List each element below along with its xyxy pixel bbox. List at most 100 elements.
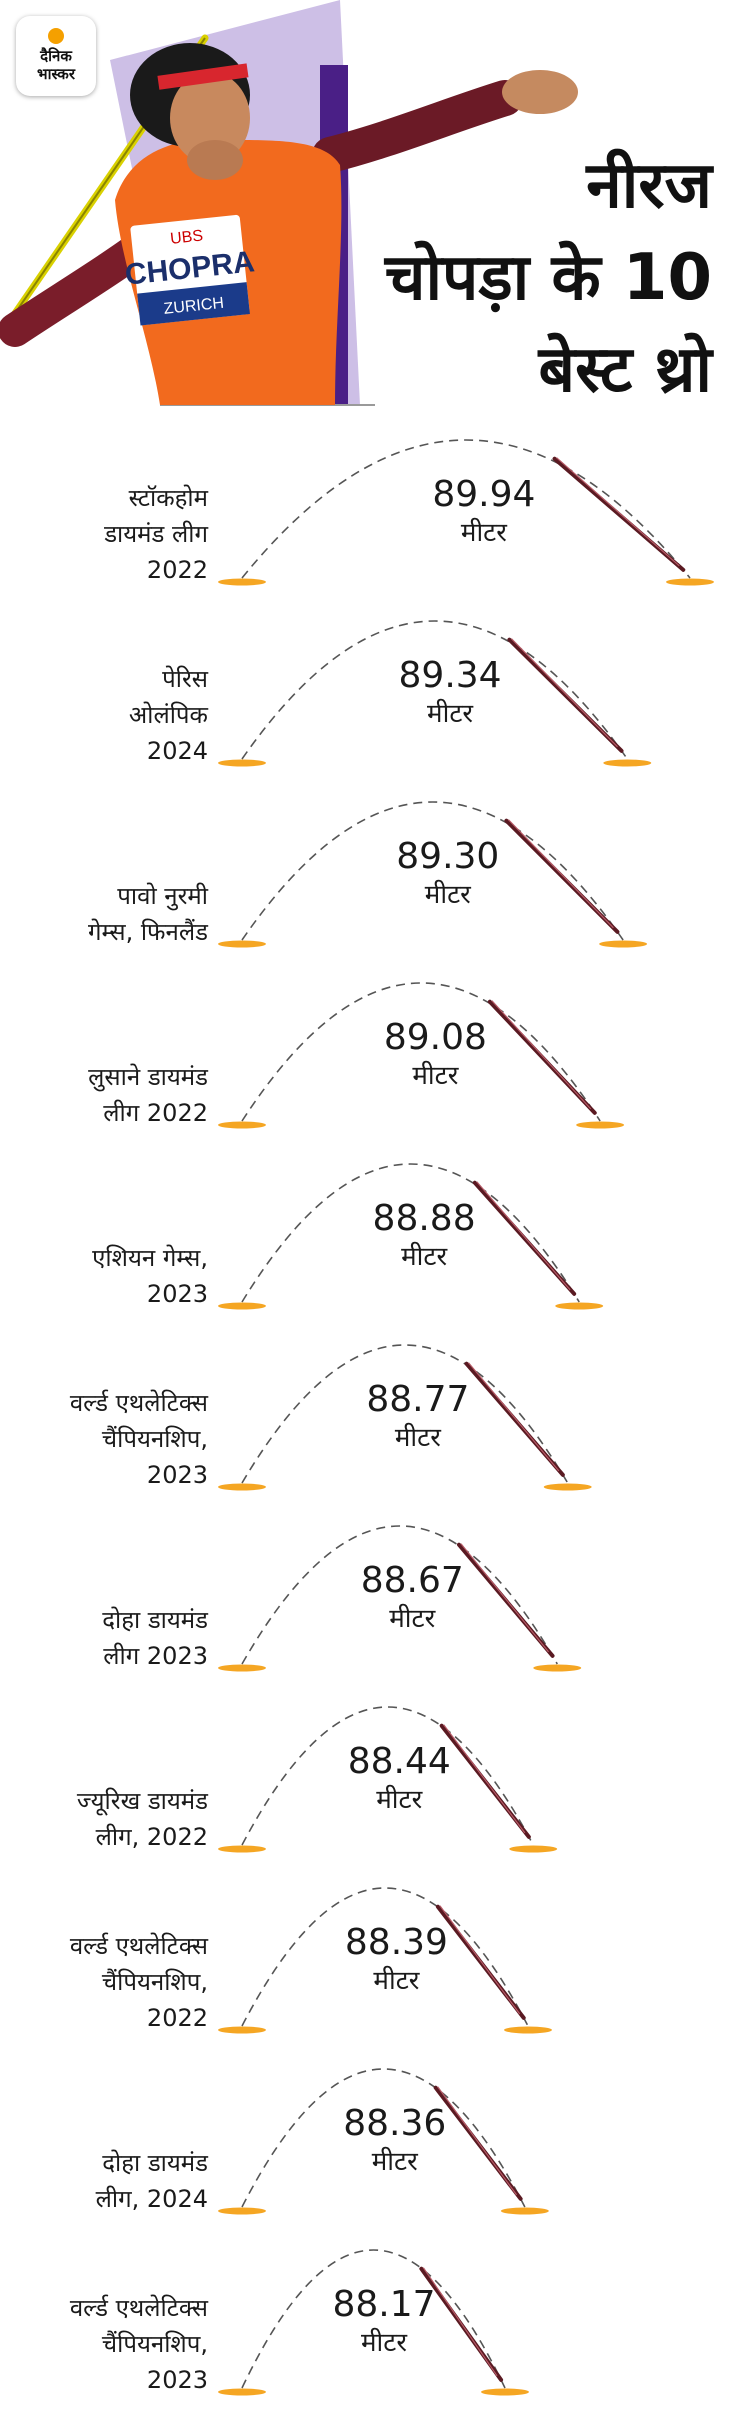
event-label: दोहा डायमंड लीग, 2024 <box>0 2145 208 2217</box>
throw-trajectory <box>241 1163 580 1303</box>
javelin-highlight <box>556 457 680 567</box>
event-label-line: 2023 <box>146 1461 208 1489</box>
logo-line-2: भास्कर <box>37 65 75 83</box>
title-line-1: नीरज <box>586 149 712 223</box>
event-label-line: चैंपियनशिप, <box>101 1425 208 1453</box>
distance-unit: मीटर <box>412 1061 459 1091</box>
landing-marker <box>599 940 648 948</box>
javelin-highlight <box>422 2267 498 2377</box>
javelin-highlight <box>443 1724 526 1834</box>
hero-illustration: UBS CHOPRA ZURICH <box>0 0 578 406</box>
event-label-line: स्टॉकहोम <box>128 484 208 512</box>
event-label-line: ओलंपिक <box>128 701 208 729</box>
distance-unit: मीटर <box>389 1604 436 1634</box>
event-label: ज्यूरिख डायमंड लीग, 2022 <box>0 1783 208 1855</box>
throw-trajectory <box>241 620 628 760</box>
distance-value: 88.77 <box>366 1379 470 1420</box>
title-line-3: बेस्ट थ्रो <box>538 333 712 407</box>
distance-value: 88.44 <box>347 1741 451 1782</box>
event-label-line: लीग 2022 <box>103 1099 208 1127</box>
title-line-2: चोपड़ा के 10 <box>384 241 712 315</box>
distance-value: 88.17 <box>332 2284 436 2325</box>
distance-unit: मीटर <box>460 518 507 548</box>
event-label: वर्ल्ड एथलेटिक्स चैंपियनशिप, 2023 <box>0 1385 208 1493</box>
event-label-line: गेम्स, फिनलैंड <box>88 918 208 946</box>
event-label-line: 2023 <box>146 1280 208 1308</box>
distance-value: 89.94 <box>432 474 536 515</box>
logo-line-1: दैनिक <box>40 47 72 65</box>
throw-trajectory <box>241 1887 529 2027</box>
event-label-line: चैंपियनशिप, <box>101 2330 208 2358</box>
hero-bib: UBS CHOPRA ZURICH <box>123 214 256 326</box>
event-label: वर्ल्ड एथलेटिक्स चैंपियनशिप, 2022 <box>0 1928 208 2036</box>
hero-headband <box>157 63 249 90</box>
throw-distance: 89.30 मीटर <box>363 836 533 912</box>
javelin-mark <box>552 456 686 572</box>
event-label-line: 2022 <box>146 2004 208 2032</box>
hero-right-arm <box>312 80 523 173</box>
event-label-line: डायमंड लीग <box>104 520 208 548</box>
event-label-line: चैंपियनशिप, <box>101 1968 208 1996</box>
javelin-highlight <box>437 2086 518 2196</box>
event-label-line: लीग 2023 <box>103 1642 208 1670</box>
throw-distance: 88.77 मीटर <box>333 1379 503 1455</box>
distance-unit: मीटर <box>361 2328 408 2358</box>
throw-distance: 88.17 मीटर <box>299 2284 469 2360</box>
logo-sun-icon <box>48 28 64 44</box>
javelin-highlight <box>439 1905 521 2015</box>
event-label-line: लुसाने डायमंड <box>88 1063 208 1091</box>
throw-trajectory <box>241 1344 569 1484</box>
throw-distance: 88.36 मीटर <box>310 2103 480 2179</box>
distance-value: 89.34 <box>398 655 502 696</box>
hero-neck <box>187 140 243 180</box>
start-marker <box>218 2026 266 2034</box>
page-title: नीरज चोपड़ा के 10 बेस्ट थ्रो <box>292 140 712 416</box>
landing-marker <box>603 759 652 767</box>
distance-unit: मीटर <box>376 1785 423 1815</box>
distance-value: 89.30 <box>396 836 500 877</box>
landing-marker <box>509 1845 558 1853</box>
distance-unit: मीटर <box>371 2147 418 2177</box>
dainik-bhaskar-logo[interactable]: दैनिक भास्कर <box>16 16 96 96</box>
distance-value: 89.08 <box>383 1017 487 1058</box>
distance-value: 88.67 <box>360 1560 464 1601</box>
throw-distance: 89.08 मीटर <box>350 1017 520 1093</box>
throw-distance: 88.39 मीटर <box>311 1922 481 1998</box>
landing-marker <box>666 578 714 586</box>
start-marker <box>218 940 266 948</box>
event-label-line: दोहा डायमंड <box>102 1606 208 1634</box>
throw-trajectory <box>241 1525 558 1665</box>
event-label: पावो नुरमी गेम्स, फिनलैंड <box>0 878 208 950</box>
event-label-line: एशियन गेम्स, <box>92 1244 208 1272</box>
throw-distance: 89.94 मीटर <box>399 474 569 550</box>
event-label: दोहा डायमंड लीग 2023 <box>0 1602 208 1674</box>
javelin-highlight <box>507 819 614 929</box>
event-label-line: ज्यूरिख डायमंड <box>76 1787 208 1815</box>
throw-trajectory <box>241 801 624 941</box>
start-marker <box>218 759 266 767</box>
start-marker <box>218 1483 266 1491</box>
start-marker <box>218 1664 266 1672</box>
throw-distance: 88.44 मीटर <box>314 1741 484 1817</box>
throw-distance: 88.88 मीटर <box>339 1198 509 1274</box>
landing-marker <box>500 2207 549 2215</box>
landing-marker <box>533 1664 582 1672</box>
start-marker <box>218 578 266 586</box>
event-label: एशियन गेम्स, 2023 <box>0 1240 208 1312</box>
throw-distance: 88.67 मीटर <box>327 1560 497 1636</box>
start-marker <box>218 2207 266 2215</box>
distance-value: 88.88 <box>372 1198 476 1239</box>
event-label-line: 2023 <box>146 2366 208 2394</box>
throw-trajectory <box>241 2249 506 2389</box>
javelin-highlight <box>491 1000 592 1110</box>
distance-value: 88.39 <box>344 1922 448 1963</box>
event-label-line: वर्ल्ड एथलेटिक्स <box>69 2294 208 2322</box>
javelin-highlight <box>476 1181 571 1291</box>
event-label: पेरिस ओलंपिक 2024 <box>0 661 208 769</box>
throw-trajectory <box>241 1706 534 1846</box>
event-label-line: पेरिस <box>162 665 208 693</box>
event-label-line: 2024 <box>146 737 208 765</box>
event-label-line: लीग, 2024 <box>95 2185 208 2213</box>
event-label: वर्ल्ड एथलेटिक्स चैंपियनशिप, 2023 <box>0 2290 208 2398</box>
